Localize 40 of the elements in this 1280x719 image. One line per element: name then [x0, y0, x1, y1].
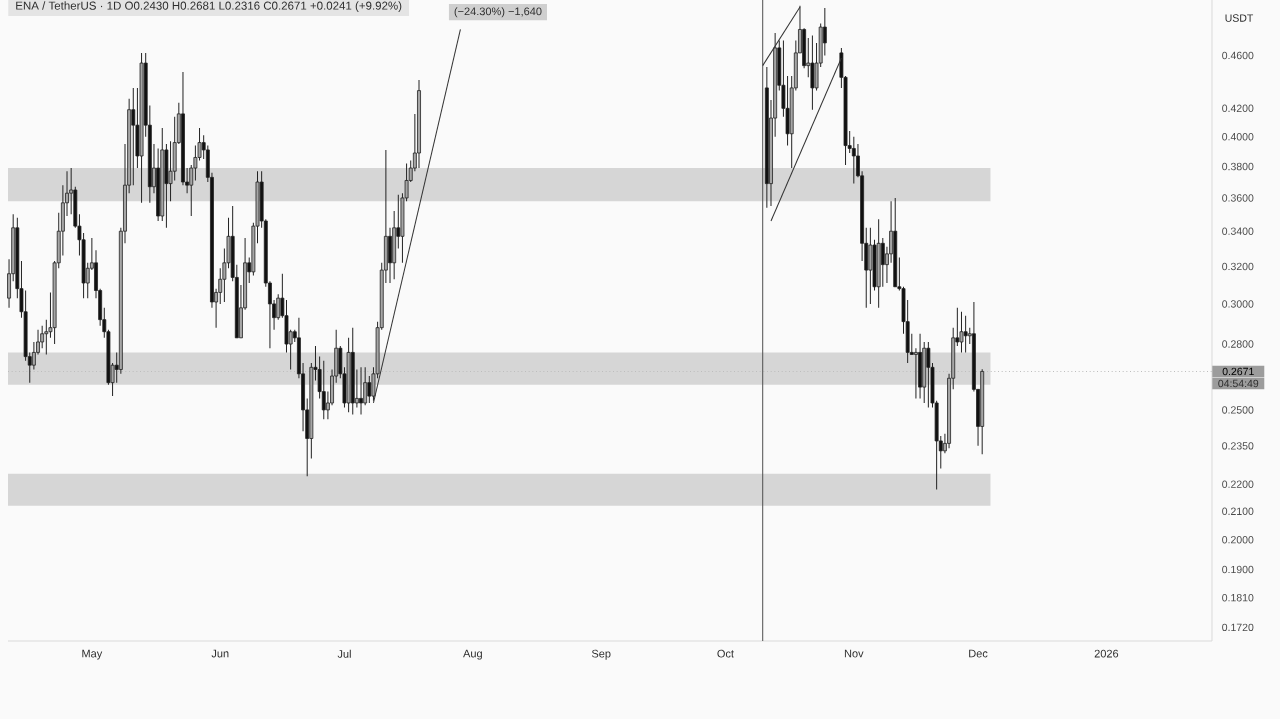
y-tick-label: 0.1810 [1222, 593, 1254, 602]
y-tick-label: 0.4600 [1222, 51, 1254, 60]
x-tick-label: Oct [717, 649, 734, 658]
x-tick-label: Sep [591, 649, 611, 660]
y-tick-label: 0.3400 [1222, 227, 1254, 235]
candlestick [359, 366, 363, 416]
candlestick [914, 347, 918, 399]
ref-line-label: 0.2671 [1222, 367, 1254, 376]
y-tick-label: 0.2000 [1222, 535, 1254, 544]
y-tick-label: 0.1720 [1222, 623, 1254, 632]
y-tick-label: 0.2500 [1222, 406, 1254, 414]
y-tick-label: 0.4200 [1222, 104, 1254, 113]
candlestick [880, 237, 885, 288]
text: 04:54:49 [1218, 379, 1259, 388]
y-tick-label: 0.2800 [1222, 340, 1254, 348]
x-tick-label: Jul [337, 649, 351, 658]
x-tick-label: May [82, 649, 103, 660]
annotation: (−24.30%) −1,640 [454, 7, 542, 18]
x-tick-label: 2026 [1094, 649, 1119, 658]
candlestick [367, 375, 372, 404]
candlestick [963, 315, 968, 353]
chart-title: ENA / TetherUS · 1D O0.2430 H0.2681 L0.2316 C0.2671 +0.0241 (+9.92%) [16, 1, 402, 12]
candlestick [321, 360, 326, 420]
y-tick-label: 0.3000 [1222, 300, 1254, 308]
y-tick-label: 0.3600 [1222, 194, 1254, 202]
y-tick-label: 0.2350 [1222, 442, 1254, 450]
y-axis-title: USDT [1225, 14, 1254, 22]
y-tick-label: 0.4000 [1222, 132, 1254, 141]
x-tick-label: Dec [969, 649, 988, 658]
y-tick-label: 0.3800 [1222, 162, 1254, 171]
candlestick [44, 319, 49, 356]
x-tick-label: Nov [844, 649, 864, 658]
x-tick-label: Aug [463, 649, 482, 660]
y-tick-label: 0.2100 [1222, 507, 1254, 515]
candlestick [851, 136, 856, 185]
y-tick-label: 0.1900 [1222, 565, 1254, 574]
x-tick-label: Jun [211, 649, 229, 658]
y-tick-label: 0.3200 [1222, 262, 1254, 271]
candlestick [959, 311, 964, 353]
y-tick-label: 0.2200 [1222, 480, 1254, 488]
